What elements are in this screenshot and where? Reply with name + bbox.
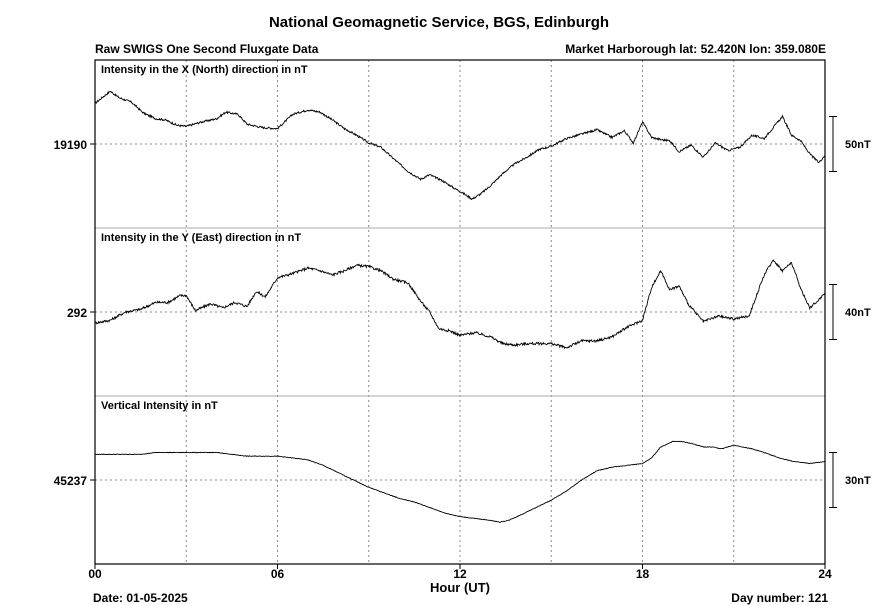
- x-tick-label: 06: [271, 567, 285, 581]
- x-axis-title: Hour (UT): [430, 580, 490, 595]
- scale-bar-label: 50nT: [845, 139, 871, 151]
- scale-bar-label: 40nT: [845, 307, 871, 319]
- chart-title: National Geomagnetic Service, BGS, Edinb…: [268, 14, 610, 31]
- x-tick-label: 12: [453, 567, 467, 581]
- x-tick-label: 18: [636, 567, 650, 581]
- station-location-label: Market Harborough lat: 52.420N lon: 359.…: [565, 42, 826, 56]
- date-label: Date: 01-05-2025: [93, 591, 188, 605]
- data-source-label: Raw SWIGS One Second Fluxgate Data: [95, 42, 319, 56]
- x-tick-label: 24: [818, 567, 832, 581]
- series-line: [94, 440, 826, 523]
- baseline-value-label: 292: [67, 306, 87, 320]
- x-tick-label: 00: [88, 567, 102, 581]
- series-line: [94, 259, 826, 350]
- baseline-value-label: 45237: [54, 474, 88, 488]
- panel-label: Intensity in the Y (East) direction in n…: [101, 232, 301, 244]
- scale-bar-label: 30nT: [845, 475, 871, 487]
- panel-label: Intensity in the X (North) direction in …: [101, 64, 308, 76]
- panel-label: Vertical Intensity in nT: [101, 400, 218, 412]
- day-number-label: Day number: 121: [731, 591, 828, 605]
- baseline-value-label: 19190: [54, 138, 88, 152]
- series-line: [94, 90, 826, 201]
